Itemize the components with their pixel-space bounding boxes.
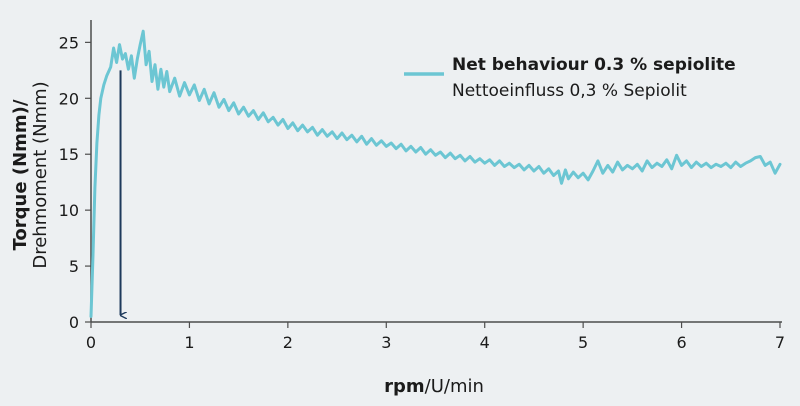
- x-axis-title-rest: /U/min: [425, 376, 484, 397]
- x-tick-label: 1: [184, 333, 194, 352]
- y-axis-title-line2: Drehmoment (Nmm): [30, 81, 51, 268]
- y-tick-label: 5: [69, 257, 79, 276]
- x-axis-title-bold: rpm: [384, 376, 425, 397]
- x-tick-label: 5: [578, 333, 588, 352]
- x-tick-label: 0: [86, 333, 96, 352]
- x-tick-label: 2: [283, 333, 293, 352]
- x-tick-label: 4: [480, 333, 490, 352]
- x-tick-label: 6: [676, 333, 686, 352]
- y-axis-title: Torque (Nmm)/ Drehmoment (Nmm): [10, 81, 51, 268]
- series-line: [89, 29, 782, 318]
- legend-series-name-de: Nettoeinfluss 0,3 % Sepiolit: [452, 81, 687, 101]
- y-tick-label: 25: [59, 33, 79, 52]
- legend-series-name: Net behaviour 0.3 % sepiolite: [452, 55, 736, 75]
- x-tick-label: 7: [775, 333, 785, 352]
- x-axis-title: rpm/U/min: [384, 376, 484, 397]
- y-tick-label: 20: [59, 89, 79, 108]
- y-tick-label: 0: [69, 313, 79, 332]
- axes: 0 1 2 3 4 5 6 7 0 5 10 15 20 25: [59, 20, 785, 352]
- y-tick-label: 15: [59, 145, 79, 164]
- y-tick-label: 10: [59, 201, 79, 220]
- x-tick-label: 3: [381, 333, 391, 352]
- y-axis-title-line1: Torque (Nmm)/: [10, 99, 31, 250]
- legend: Net behaviour 0.3 % sepiolite Nettoeinfl…: [404, 55, 736, 101]
- series-group: [89, 29, 782, 318]
